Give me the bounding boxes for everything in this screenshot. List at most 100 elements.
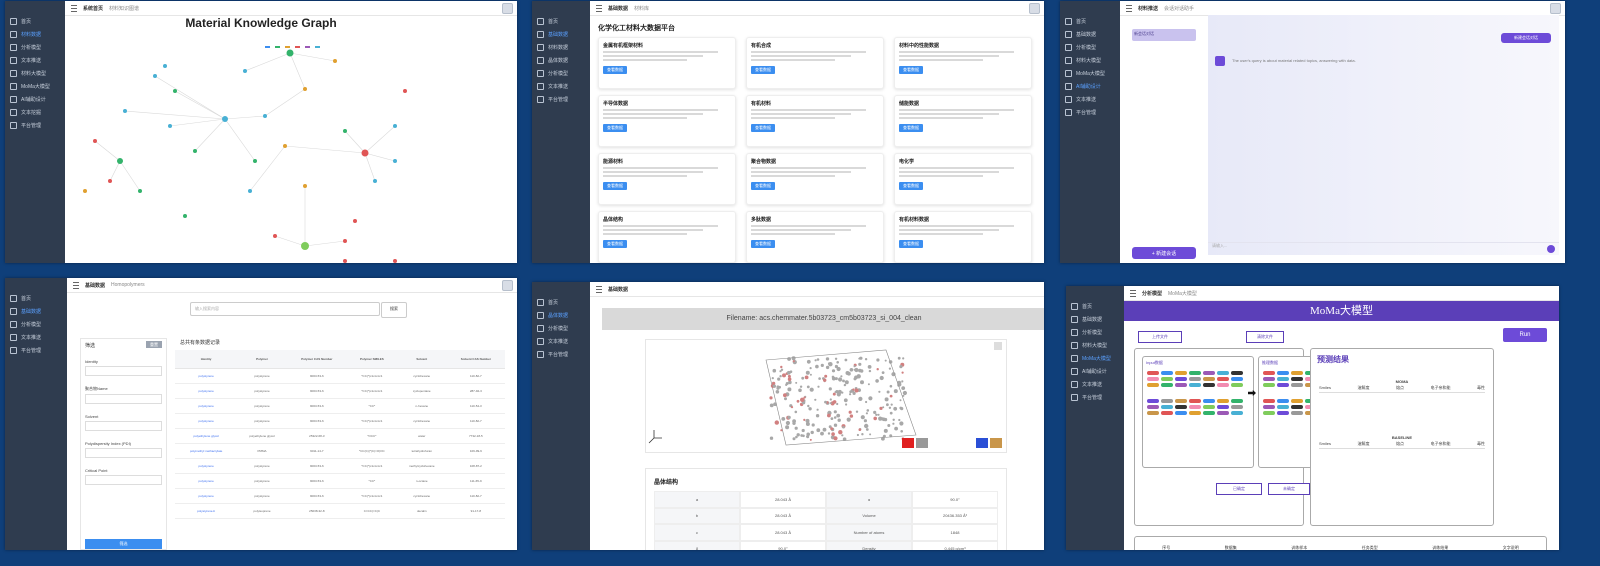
table-row[interactable]: polystyrene polystyrene 9003-53-6 *CC(*)c1c… [175, 368, 505, 384]
sidebar-item[interactable]: AI辅助设计 [1060, 80, 1120, 93]
filter-input[interactable] [85, 448, 162, 458]
table-cell[interactable]: polystyrene-b [175, 503, 238, 519]
upload-file-button[interactable]: 上传文件 [1138, 331, 1182, 343]
sidebar-item[interactable]: 材料大模型 [1060, 54, 1120, 67]
view-data-button[interactable]: 查看数据 [603, 66, 627, 74]
table-cell[interactable]: polystyrene [175, 398, 238, 414]
view-data-button[interactable]: 查看数据 [603, 124, 627, 132]
sidebar-item[interactable]: 文本推送 [5, 331, 67, 344]
view-data-button[interactable]: 查看数据 [751, 182, 775, 190]
sidebar-item[interactable]: 基础数据 [1060, 28, 1120, 41]
sidebar-item[interactable]: 基础数据 [532, 28, 590, 41]
sidebar-item[interactable]: 平台管理 [532, 348, 590, 361]
view-data-button[interactable]: 查看数据 [899, 124, 923, 132]
filter-input[interactable] [85, 366, 162, 376]
sidebar-item[interactable]: 文本推送 [1060, 93, 1120, 106]
table-cell[interactable]: polystyrene [175, 458, 238, 474]
view-data-button[interactable]: 查看数据 [899, 66, 923, 74]
view-data-button[interactable]: 查看数据 [751, 66, 775, 74]
sidebar-item[interactable]: AI辅助设计 [1066, 365, 1124, 378]
sidebar-item[interactable]: 分析模型 [5, 41, 65, 54]
table-row[interactable]: polystyrene polystyrene 9003-53-6 *CC(*)c1c… [175, 383, 505, 399]
sidebar-item[interactable]: MoMa大模型 [5, 80, 65, 93]
breadcrumb-root[interactable]: 基础数据 [608, 5, 629, 12]
breadcrumb-root[interactable]: 分析模型 [1142, 290, 1163, 297]
sidebar-item[interactable]: 分析模型 [5, 318, 67, 331]
table-row[interactable]: polymethyl methacrylate PMMA 9011-14-7 *CC(… [175, 443, 505, 459]
search-input[interactable]: 输入搜索内容 [190, 302, 380, 316]
sidebar-item[interactable]: 平台管理 [5, 119, 65, 132]
breadcrumb-root[interactable]: 基础数据 [85, 282, 106, 289]
sidebar-item[interactable]: 分析模型 [532, 322, 590, 335]
table-cell[interactable]: polystyrene [175, 473, 238, 489]
table-row[interactable]: polystyrene polystyrene 9003-53-6 *CC* n-oct… [175, 473, 505, 489]
breadcrumb-root[interactable]: 系统首页 [83, 5, 104, 12]
sidebar-item[interactable]: 晶体数据 [532, 54, 590, 67]
table-row[interactable]: polystyrene polystyrene 9003-53-6 *CC* n-hex… [175, 398, 505, 414]
structure-viewer[interactable] [645, 339, 1007, 453]
menu-toggle-icon[interactable] [1130, 289, 1136, 297]
sidebar-item[interactable]: 材料大模型 [1066, 339, 1124, 352]
sidebar-item[interactable]: 基础数据 [1066, 313, 1124, 326]
sidebar-item[interactable]: 分析模型 [1060, 41, 1120, 54]
avatar[interactable] [502, 280, 513, 291]
view-data-button[interactable]: 查看数据 [603, 182, 627, 190]
breadcrumb-root[interactable]: 材料推送 [1138, 5, 1159, 12]
filter-input[interactable] [85, 475, 162, 485]
sidebar-item[interactable]: 首页 [5, 15, 65, 28]
sidebar-item[interactable]: 材料大模型 [5, 67, 65, 80]
table-row[interactable]: polystyrene polystyrene 9003-53-6 *CC(*)c1c… [175, 458, 505, 474]
sidebar-item[interactable]: 材料数据 [532, 41, 590, 54]
apply-filter-button[interactable]: 筛选 [85, 539, 162, 549]
sidebar-item[interactable]: 分析模型 [532, 67, 590, 80]
unconfirmed-button[interactable]: 未确定 [1268, 483, 1310, 495]
reset-button[interactable]: 重置 [146, 341, 162, 348]
swatch-tan[interactable] [990, 438, 1002, 448]
confirmed-button[interactable]: 已确定 [1216, 483, 1262, 495]
table-row[interactable]: polystyrene-b polyisoprene 25038-32-8 C=CC(… [175, 503, 505, 519]
sidebar-item[interactable]: 文本推送 [1066, 378, 1124, 391]
view-data-button[interactable]: 查看数据 [751, 240, 775, 248]
table-cell[interactable]: polyethylene glycol [175, 428, 238, 444]
view-data-button[interactable]: 查看数据 [751, 124, 775, 132]
message-input[interactable]: 请输入... [1208, 242, 1559, 255]
sidebar-item[interactable]: 平台管理 [5, 344, 67, 357]
table-cell[interactable]: polymethyl methacrylate [175, 443, 238, 459]
sidebar-item[interactable]: 平台管理 [1066, 391, 1124, 404]
menu-toggle-icon[interactable] [596, 4, 602, 12]
column-header[interactable]: Polymer [237, 350, 287, 369]
sidebar-item[interactable]: 首页 [1060, 15, 1120, 28]
column-header[interactable]: Identity [175, 350, 238, 369]
column-header[interactable]: Polymer SMILES [346, 350, 397, 369]
sidebar-item[interactable]: 平台管理 [532, 93, 590, 106]
filter-input[interactable] [85, 421, 162, 431]
column-header[interactable]: Solvent [396, 350, 447, 369]
color-swatches-2[interactable] [976, 438, 1002, 448]
sidebar-item[interactable]: 文本推送 [5, 54, 65, 67]
sidebar-item[interactable]: 首页 [532, 15, 590, 28]
sidebar-item[interactable]: 晶体数据 [532, 309, 590, 322]
conversation-item[interactable]: 新会话对话 [1132, 29, 1196, 41]
sidebar-item[interactable]: 平台管理 [1060, 106, 1120, 119]
menu-toggle-icon[interactable] [1126, 4, 1132, 12]
swatch-red[interactable] [902, 438, 914, 448]
table-row[interactable]: polyethylene glycol polyethylene glycol 25… [175, 428, 505, 444]
table-row[interactable]: polystyrene polystyrene 9003-53-6 *CC(*)c1c… [175, 413, 505, 429]
send-icon[interactable] [1547, 245, 1555, 253]
knowledge-graph-canvas[interactable] [65, 31, 505, 263]
menu-toggle-icon[interactable] [596, 285, 602, 293]
table-cell[interactable]: polystyrene [175, 368, 238, 384]
search-button[interactable]: 搜索 [381, 302, 407, 318]
sidebar-item[interactable]: MoMa大模型 [1060, 67, 1120, 80]
avatar[interactable] [1029, 3, 1040, 14]
sidebar-item[interactable]: 材料数据 [5, 28, 65, 41]
table-cell[interactable]: polystyrene [175, 488, 238, 504]
avatar[interactable] [1550, 3, 1561, 14]
table-cell[interactable]: polystyrene [175, 413, 238, 429]
filter-input[interactable] [85, 394, 162, 404]
menu-toggle-icon[interactable] [73, 281, 79, 289]
sidebar-item[interactable]: 首页 [532, 296, 590, 309]
sidebar-item[interactable]: 首页 [1066, 300, 1124, 313]
sidebar-item[interactable]: MoMa大模型 [1066, 352, 1124, 365]
view-data-button[interactable]: 查看数据 [899, 240, 923, 248]
